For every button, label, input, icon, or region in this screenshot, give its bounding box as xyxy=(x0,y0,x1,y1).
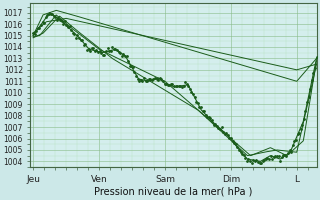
X-axis label: Pression niveau de la mer( hPa ): Pression niveau de la mer( hPa ) xyxy=(94,187,253,197)
